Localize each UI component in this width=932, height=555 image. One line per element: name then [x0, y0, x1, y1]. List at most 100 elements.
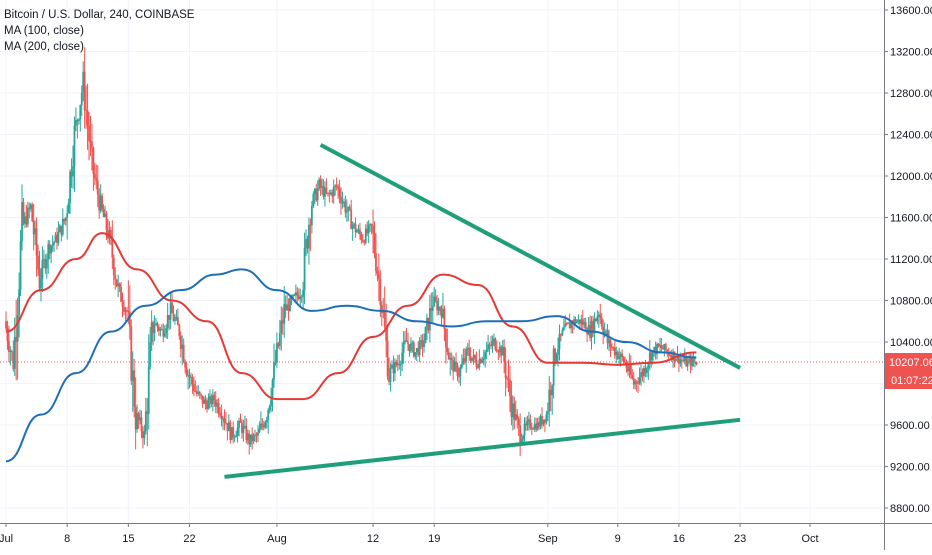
- lower-trendline[interactable]: [224, 417, 741, 479]
- candle-body: [446, 347, 449, 353]
- candle-body: [664, 344, 667, 351]
- candle: [127, 280, 130, 324]
- candle: [411, 340, 414, 353]
- candle-body: [640, 372, 642, 378]
- candle-body: [637, 382, 640, 384]
- candle-body: [160, 328, 163, 330]
- symbol-title[interactable]: Bitcoin / U.S. Dollar, 240, COINBASE: [4, 9, 195, 21]
- candle-body: [634, 381, 637, 385]
- candle: [495, 340, 498, 353]
- candle: [447, 348, 450, 360]
- candle-body: [581, 319, 584, 325]
- candle: [511, 395, 514, 431]
- candle: [375, 233, 377, 276]
- candle-body: [568, 322, 571, 329]
- candle: [299, 288, 302, 306]
- candle: [239, 413, 242, 423]
- candle: [460, 354, 463, 369]
- candle: [664, 342, 667, 353]
- candle: [118, 282, 121, 292]
- candle-body: [373, 232, 376, 254]
- candle-body: [542, 419, 545, 425]
- candle-body: [442, 308, 444, 318]
- countdown-badge: [885, 371, 932, 390]
- candle-body: [603, 331, 606, 335]
- candle-body: [609, 339, 612, 348]
- candle-body: [353, 223, 356, 225]
- candle-body: [530, 428, 533, 430]
- upper-trendline[interactable]: [319, 143, 742, 370]
- candle: [131, 351, 134, 412]
- price-tick-label: 10400.00: [890, 337, 932, 349]
- candle-body: [459, 367, 462, 377]
- candle-body: [498, 346, 501, 353]
- candle-body: [334, 185, 337, 188]
- candle: [142, 426, 144, 449]
- trendline-drawings[interactable]: [224, 143, 742, 479]
- candle-body: [181, 344, 184, 349]
- candle-body: [418, 340, 421, 355]
- candle-body: [434, 296, 437, 301]
- candle: [198, 390, 201, 399]
- candle-body: [24, 216, 26, 224]
- price-tick-label: 13600.00: [890, 5, 932, 17]
- candle-body: [50, 245, 53, 254]
- candle-body: [273, 362, 275, 380]
- candle-body: [383, 312, 386, 327]
- candle: [32, 203, 35, 251]
- candle: [276, 332, 278, 368]
- candle: [281, 307, 284, 335]
- candle-body: [593, 318, 596, 333]
- candle: [468, 339, 471, 361]
- candle-body: [204, 399, 207, 405]
- price-tick-label: 11200.00: [890, 254, 932, 266]
- candle: [562, 318, 565, 332]
- candle: [592, 315, 594, 337]
- time-tick-label: Jul: [0, 533, 13, 545]
- candle: [9, 346, 12, 366]
- candle-body: [146, 411, 149, 414]
- candle-body: [377, 273, 380, 280]
- ma200-legend[interactable]: MA (200, close): [4, 41, 84, 53]
- candle: [455, 352, 457, 373]
- candle-body: [393, 361, 396, 374]
- candle-body: [558, 333, 561, 350]
- candle-body: [139, 417, 141, 421]
- candle: [436, 294, 439, 316]
- candle: [294, 284, 297, 303]
- ma100-legend[interactable]: MA (100, close): [4, 25, 84, 37]
- candle: [449, 352, 452, 376]
- time-tick-label: Aug: [267, 533, 287, 545]
- candle-body: [695, 361, 698, 365]
- candle: [222, 415, 224, 431]
- candle-body: [354, 223, 357, 233]
- candle: [235, 430, 238, 438]
- candle: [207, 393, 210, 410]
- candle: [287, 298, 290, 321]
- candle-body: [309, 224, 312, 226]
- candle: [48, 240, 51, 260]
- candle: [233, 434, 236, 442]
- candle-body: [619, 353, 622, 357]
- candle: [350, 199, 353, 230]
- candle: [321, 178, 323, 195]
- candle-body: [495, 349, 498, 352]
- candle: [143, 424, 146, 445]
- candle-body: [412, 342, 415, 357]
- candle-body: [223, 418, 226, 423]
- candle-body: [284, 304, 287, 311]
- candle: [213, 391, 216, 407]
- candle: [53, 240, 55, 252]
- candle: [609, 337, 612, 358]
- candle-body: [482, 358, 485, 360]
- candle-body: [29, 204, 32, 209]
- candle-body: [149, 342, 152, 367]
- candle: [581, 309, 584, 329]
- candle: [88, 112, 90, 161]
- candle-body: [18, 289, 21, 316]
- moving-averages: [5, 232, 697, 463]
- candle: [223, 409, 226, 431]
- candle-body: [533, 423, 536, 429]
